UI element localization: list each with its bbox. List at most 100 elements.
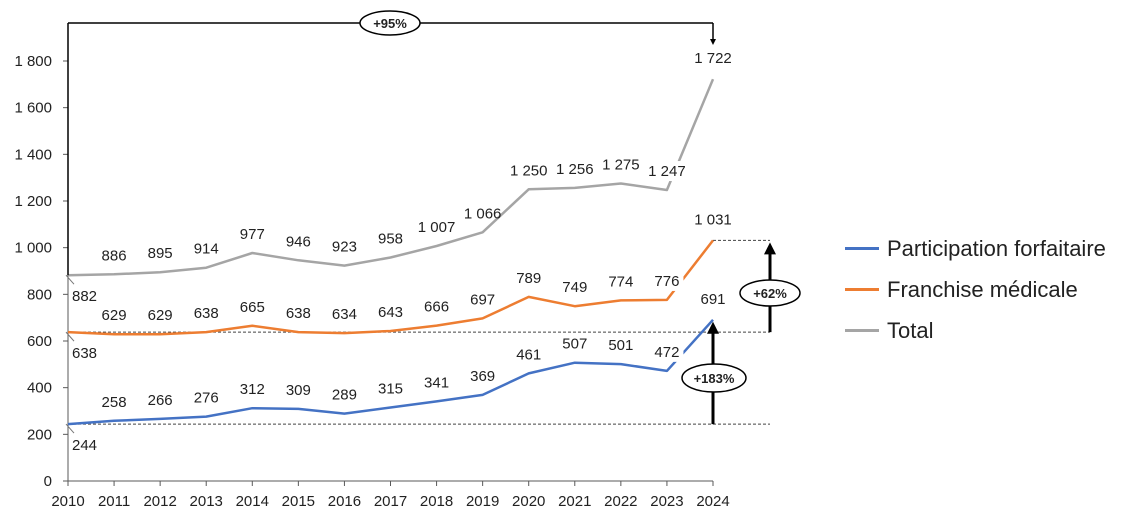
annotation-oval — [739, 279, 801, 307]
legend-swatch — [845, 329, 879, 332]
data-label-series-0: 507 — [562, 336, 587, 353]
data-label-series-0: 289 — [332, 387, 357, 404]
data-label-series-1: 643 — [378, 304, 403, 321]
data-label-series-0: 309 — [286, 382, 311, 399]
x-tick-label: 2023 — [650, 493, 683, 510]
annotation-oval — [681, 363, 747, 393]
legend-swatch — [845, 247, 879, 250]
data-label-series-1: 629 — [148, 307, 173, 324]
leader-line — [65, 331, 75, 342]
data-label-series-2: 977 — [240, 226, 265, 243]
data-label-series-0: 691 — [700, 291, 725, 308]
series-lines — [67, 78, 715, 426]
data-label-series-2: 882 — [72, 288, 97, 305]
legend-item-total: Total — [845, 310, 1106, 351]
annotation-oval — [359, 10, 421, 36]
annotation-label: +183% — [694, 371, 735, 386]
data-label-series-0: 276 — [194, 390, 219, 407]
x-tick-label: 2013 — [190, 493, 223, 510]
label-background — [650, 270, 684, 291]
data-label-series-2: 1 007 — [418, 219, 456, 236]
label-background — [650, 341, 684, 362]
data-label-series-2: 895 — [148, 245, 173, 262]
legend: Participation forfaitaire Franchise médi… — [845, 228, 1106, 351]
legend-label: Participation forfaitaire — [887, 235, 1106, 261]
annotation-label: +95% — [373, 16, 407, 31]
legend-swatch — [845, 288, 879, 291]
x-tick-label: 2017 — [374, 493, 407, 510]
data-label-series-1: 634 — [332, 306, 357, 323]
data-label-series-2: 1 256 — [556, 161, 594, 178]
x-tick-label: 2019 — [466, 493, 499, 510]
x-tick-label: 2018 — [420, 493, 453, 510]
legend-label: Franchise médicale — [887, 276, 1078, 302]
data-label-series-2: 914 — [194, 241, 219, 258]
data-labels: 244 258 266 276 312 309 289 315 341 369 461 507 501 4… — [65, 50, 732, 454]
x-tick-label: 2024 — [696, 493, 729, 510]
data-label-series-0: 258 — [102, 394, 127, 411]
data-label-series-2: 958 — [378, 230, 403, 247]
data-label-series-0: 244 — [72, 437, 97, 454]
legend-item-participation-forfaitaire: Participation forfaitaire — [845, 228, 1106, 269]
y-tick-label: 1 000 — [14, 240, 52, 257]
y-tick-label: 1 200 — [14, 193, 52, 210]
x-tick-label: 2011 — [98, 493, 130, 510]
data-label-series-2: 923 — [332, 239, 357, 256]
data-label-series-1: 776 — [654, 273, 679, 290]
x-tick-label: 2022 — [604, 493, 637, 510]
annotations: +95% +62% +183% — [67, 10, 801, 425]
data-label-series-0: 341 — [424, 374, 449, 391]
x-tick-label: 2016 — [328, 493, 361, 510]
x-tick-label: 2014 — [236, 493, 269, 510]
legend-item-franchise-medicale: Franchise médicale — [845, 269, 1106, 310]
x-tick-label: 2015 — [282, 493, 315, 510]
label-background — [641, 161, 693, 182]
data-label-series-0: 266 — [148, 392, 173, 409]
leader-line — [65, 274, 75, 285]
series-line-0 — [67, 318, 714, 426]
data-label-series-1: 789 — [516, 270, 541, 287]
data-label-series-0: 312 — [240, 381, 265, 398]
axes: 0 200 400 600 800 1 000 1 200 1 400 1 600 1 800 20… — [14, 46, 730, 510]
data-label-series-2: 1 066 — [464, 205, 502, 222]
data-label-series-1: 774 — [608, 273, 633, 290]
annotation-label: +62% — [753, 286, 787, 301]
data-label-series-1: 638 — [286, 305, 311, 322]
y-tick-label: 800 — [27, 286, 52, 303]
y-tick-label: 1 600 — [14, 100, 52, 117]
data-label-series-1: 697 — [470, 291, 495, 308]
data-label-series-1: 666 — [424, 299, 449, 316]
x-tick-label: 2012 — [143, 493, 176, 510]
data-label-series-0: 461 — [516, 346, 541, 363]
x-tick-label: 2020 — [512, 493, 545, 510]
data-label-series-2: 1 247 — [648, 163, 686, 180]
data-label-series-0: 472 — [654, 344, 679, 361]
y-tick-label: 1 800 — [14, 53, 52, 70]
data-label-series-1: 638 — [72, 345, 97, 362]
y-tick-label: 0 — [44, 473, 52, 490]
series-line-1 — [67, 239, 714, 336]
data-label-series-0: 501 — [608, 337, 633, 354]
data-label-series-2: 1 275 — [602, 157, 640, 174]
data-label-series-1: 1 031 — [694, 211, 732, 228]
legend-label: Total — [887, 317, 934, 343]
data-label-series-1: 629 — [102, 307, 127, 324]
data-label-series-0: 315 — [378, 381, 403, 398]
y-tick-label: 400 — [27, 380, 52, 397]
data-label-series-1: 749 — [562, 279, 587, 296]
data-label-series-0: 369 — [470, 368, 495, 385]
data-label-series-2: 886 — [102, 247, 127, 264]
leader-line — [65, 423, 75, 434]
data-label-series-1: 638 — [194, 305, 219, 322]
y-tick-label: 200 — [27, 426, 52, 443]
data-label-series-2: 1 722 — [694, 50, 732, 67]
y-tick-label: 1 400 — [14, 146, 52, 163]
series-line-2 — [67, 78, 715, 277]
reference-lines — [68, 239, 770, 425]
x-tick-label: 2021 — [558, 493, 591, 510]
y-tick-label: 600 — [27, 333, 52, 350]
data-label-series-2: 1 250 — [510, 162, 548, 179]
data-label-series-1: 665 — [240, 299, 265, 316]
x-tick-label: 2010 — [51, 493, 84, 510]
